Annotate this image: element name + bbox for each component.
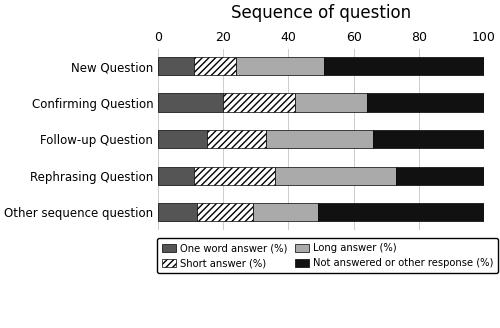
Bar <box>366 93 484 112</box>
Bar <box>158 93 224 112</box>
Legend: One word answer (%), Short answer (%), Long answer (%), Not answered or other re: One word answer (%), Short answer (%), L… <box>156 238 498 273</box>
Bar <box>318 203 484 221</box>
Bar <box>224 93 295 112</box>
Bar <box>295 93 366 112</box>
Bar <box>158 203 197 221</box>
Bar <box>324 57 484 75</box>
Bar <box>194 167 276 185</box>
Bar <box>276 167 396 185</box>
Bar <box>158 130 207 148</box>
Bar <box>158 167 194 185</box>
Bar <box>266 130 373 148</box>
Bar <box>373 130 484 148</box>
Bar <box>194 57 236 75</box>
Bar <box>396 167 484 185</box>
Bar <box>197 203 252 221</box>
Bar <box>207 130 266 148</box>
Title: Sequence of question: Sequence of question <box>231 4 411 22</box>
Bar <box>236 57 324 75</box>
Bar <box>158 57 194 75</box>
Bar <box>252 203 318 221</box>
